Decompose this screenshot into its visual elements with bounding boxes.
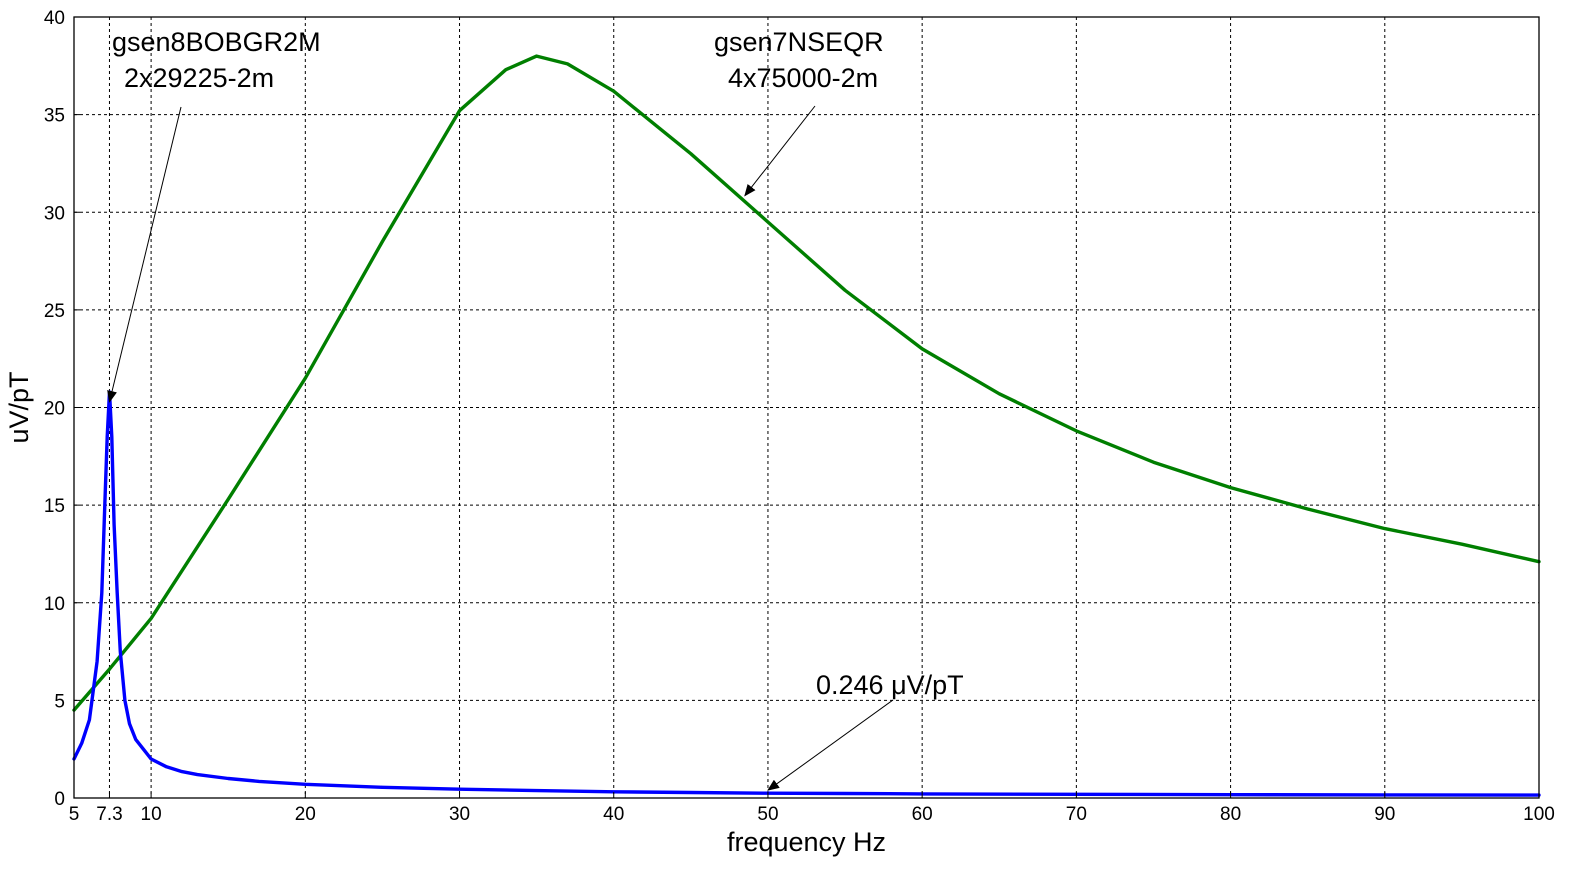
annotation-label: 2x29225-2m: [124, 63, 274, 93]
y-tick-label: 25: [44, 301, 65, 322]
x-tick-label: 30: [449, 804, 470, 825]
annotation-arrow: [107, 106, 182, 403]
grid-lines: [74, 17, 1539, 798]
y-tick-label: 40: [44, 8, 65, 29]
y-tick-label: 10: [44, 594, 65, 615]
x-tick-label: 20: [295, 804, 316, 825]
x-tick-label: 70: [1066, 804, 1087, 825]
annotations: gsen8BOBGR2M 2x29225-2m gsen7NSEQR 4x75000-…: [107, 27, 964, 791]
x-tick-label: 7.3: [96, 804, 122, 825]
y-tick-label: 0: [54, 789, 65, 810]
annotation-arrow: [767, 699, 894, 791]
y-tick-label: 20: [44, 399, 65, 420]
y-tick-label: 5: [54, 691, 65, 712]
annotation-label: gsen7NSEQR: [714, 27, 884, 57]
annotation-arrow: [744, 105, 816, 197]
y-axis-label: uV/pT: [4, 371, 34, 443]
x-axis-label: frequency Hz: [727, 827, 886, 857]
x-tick-label: 60: [912, 804, 933, 825]
blue-series-line: [72, 390, 1541, 797]
x-tick-label: 5: [69, 804, 80, 825]
x-tick-label: 80: [1220, 804, 1241, 825]
series-lines: [72, 54, 1541, 797]
annotation-label: gsen8BOBGR2M: [112, 27, 321, 57]
x-tick-label: 40: [603, 804, 624, 825]
y-tick-label: 15: [44, 496, 65, 517]
axis-ticks: 5 7.3 10 20 30 40 50 60 70 80 90 100051015202530354…: [44, 8, 1555, 825]
x-tick-label: 50: [757, 804, 778, 825]
y-tick-label: 30: [44, 203, 65, 224]
x-tick-label: 10: [141, 804, 162, 825]
x-tick-label: 100: [1523, 804, 1555, 825]
x-tick-label: 90: [1374, 804, 1395, 825]
y-tick-label: 35: [44, 106, 65, 127]
annotation-label: 4x75000-2m: [728, 63, 878, 93]
green-series-line: [72, 54, 1541, 712]
annotation-label: 0.246 μV/pT: [816, 670, 964, 700]
